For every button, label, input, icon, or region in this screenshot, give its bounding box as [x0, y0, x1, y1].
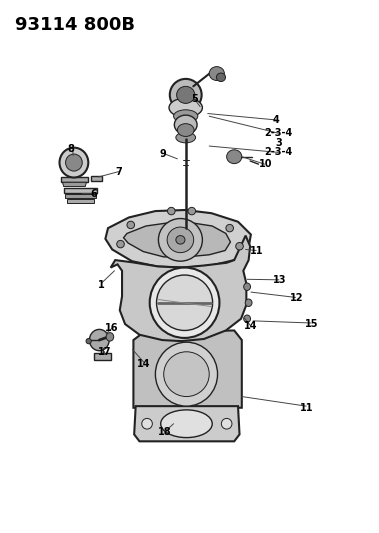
Text: 17: 17 [97, 347, 111, 357]
Text: 93114 800B: 93114 800B [15, 16, 135, 34]
Ellipse shape [169, 98, 202, 117]
Text: 7: 7 [115, 167, 122, 176]
Ellipse shape [155, 342, 218, 406]
Ellipse shape [164, 352, 209, 397]
Ellipse shape [117, 240, 124, 248]
Ellipse shape [244, 315, 251, 322]
Text: 2-3-4: 2-3-4 [265, 128, 293, 138]
Ellipse shape [66, 154, 82, 171]
Text: 18: 18 [158, 427, 172, 437]
Ellipse shape [174, 110, 198, 123]
Ellipse shape [60, 148, 88, 177]
Ellipse shape [127, 221, 135, 229]
Ellipse shape [161, 410, 212, 438]
Polygon shape [67, 199, 94, 203]
Text: 15: 15 [305, 319, 318, 329]
Polygon shape [134, 406, 240, 441]
Polygon shape [91, 176, 102, 181]
Ellipse shape [170, 79, 202, 111]
Ellipse shape [158, 219, 202, 261]
Text: 14: 14 [136, 359, 150, 368]
Text: 2-3-4: 2-3-4 [265, 148, 293, 157]
Ellipse shape [236, 243, 243, 250]
Polygon shape [124, 223, 230, 257]
Ellipse shape [142, 418, 152, 429]
Ellipse shape [226, 224, 233, 232]
Text: 11: 11 [300, 403, 314, 413]
Text: 14: 14 [244, 321, 258, 331]
Text: 16: 16 [105, 323, 119, 333]
Polygon shape [105, 210, 251, 268]
Polygon shape [133, 330, 242, 408]
Text: 12: 12 [290, 294, 303, 303]
Ellipse shape [89, 329, 109, 351]
Text: 9: 9 [160, 149, 166, 158]
Text: 3: 3 [275, 138, 282, 148]
Text: 13: 13 [273, 276, 287, 285]
Text: 1: 1 [98, 280, 105, 289]
Text: 8: 8 [68, 144, 75, 154]
Polygon shape [94, 353, 111, 360]
Ellipse shape [244, 283, 251, 290]
Ellipse shape [216, 73, 226, 82]
Ellipse shape [188, 207, 196, 215]
Ellipse shape [209, 67, 224, 80]
Ellipse shape [227, 150, 242, 164]
Polygon shape [64, 188, 97, 193]
Text: 5: 5 [191, 94, 198, 103]
Polygon shape [65, 194, 96, 198]
Polygon shape [61, 177, 88, 182]
Text: 4: 4 [273, 115, 279, 125]
Ellipse shape [221, 418, 232, 429]
Ellipse shape [86, 338, 91, 344]
Ellipse shape [177, 124, 194, 136]
Text: 10: 10 [259, 159, 273, 169]
Text: 11: 11 [249, 246, 263, 255]
Ellipse shape [168, 207, 175, 215]
Ellipse shape [177, 86, 195, 103]
Text: 6: 6 [90, 189, 97, 199]
Ellipse shape [245, 299, 252, 306]
Ellipse shape [176, 132, 196, 143]
Polygon shape [63, 182, 86, 187]
Ellipse shape [106, 333, 114, 341]
Polygon shape [111, 236, 250, 341]
Ellipse shape [174, 115, 197, 134]
Ellipse shape [176, 236, 185, 244]
Ellipse shape [150, 268, 219, 338]
Ellipse shape [157, 275, 213, 330]
Ellipse shape [167, 227, 194, 253]
